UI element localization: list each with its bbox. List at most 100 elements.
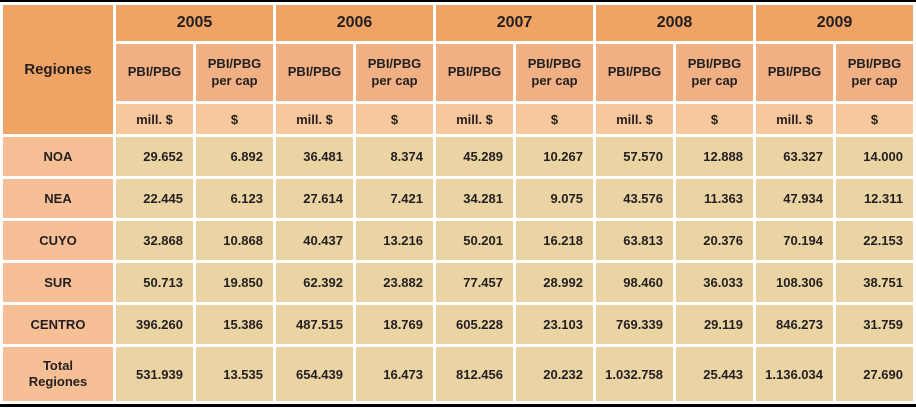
subheader-pbi: PBI/PBG: [756, 44, 833, 101]
unit-dollar: $: [356, 104, 433, 134]
value-cell: 27.614: [276, 179, 353, 218]
value-cell: 6.123: [196, 179, 273, 218]
value-cell: 16.473: [356, 347, 433, 401]
subheader-pbi: PBI/PBG: [276, 44, 353, 101]
year-header-2007: 2007: [436, 5, 593, 41]
subheader-pbi-per-cap: PBI/PBG per cap: [516, 44, 593, 101]
value-cell: 22.445: [116, 179, 193, 218]
value-cell: 13.535: [196, 347, 273, 401]
value-cell: 1.136.034: [756, 347, 833, 401]
subheader-pbi-per-cap: PBI/PBG per cap: [836, 44, 913, 101]
value-cell: 8.374: [356, 137, 433, 176]
region-label-total: Total Regiones: [3, 347, 113, 401]
value-cell: 6.892: [196, 137, 273, 176]
value-cell: 25.443: [676, 347, 753, 401]
value-cell: 7.421: [356, 179, 433, 218]
year-header-2009: 2009: [756, 5, 913, 41]
value-cell: 98.460: [596, 263, 673, 302]
value-cell: 57.570: [596, 137, 673, 176]
value-cell: 23.103: [516, 305, 593, 344]
value-cell: 28.992: [516, 263, 593, 302]
value-cell: 20.232: [516, 347, 593, 401]
region-label: NOA: [3, 137, 113, 176]
unit-mill: mill. $: [116, 104, 193, 134]
table-row-nea: NEA 22.445 6.123 27.614 7.421 34.281 9.0…: [3, 179, 913, 218]
value-cell: 50.201: [436, 221, 513, 260]
subheader-pbi: PBI/PBG: [436, 44, 513, 101]
table-row-total-regiones: Total Regiones 531.939 13.535 654.439 16…: [3, 347, 913, 401]
value-cell: 36.481: [276, 137, 353, 176]
unit-dollar: $: [196, 104, 273, 134]
subheader-pbi: PBI/PBG: [596, 44, 673, 101]
table-row-centro: CENTRO 396.260 15.386 487.515 18.769 605…: [3, 305, 913, 344]
value-cell: 9.075: [516, 179, 593, 218]
year-header-row: Regiones 2005 2006 2007 2008 2009: [3, 5, 913, 134]
value-cell: 654.439: [276, 347, 353, 401]
value-cell: 846.273: [756, 305, 833, 344]
value-cell: 22.153: [836, 221, 913, 260]
value-cell: 812.456: [436, 347, 513, 401]
value-cell: 23.882: [356, 263, 433, 302]
value-cell: 47.934: [756, 179, 833, 218]
value-cell: 18.769: [356, 305, 433, 344]
value-cell: 31.759: [836, 305, 913, 344]
value-cell: 40.437: [276, 221, 353, 260]
value-cell: 29.119: [676, 305, 753, 344]
value-cell: 531.939: [116, 347, 193, 401]
value-cell: 38.751: [836, 263, 913, 302]
value-cell: 12.888: [676, 137, 753, 176]
value-cell: 396.260: [116, 305, 193, 344]
value-cell: 605.228: [436, 305, 513, 344]
value-cell: 34.281: [436, 179, 513, 218]
subheader-pbi: PBI/PBG: [116, 44, 193, 101]
value-cell: 63.813: [596, 221, 673, 260]
measure-header-row: PBI/PBG PBI/PBG per cap PBI/PBG PBI/PBG …: [3, 44, 913, 101]
value-cell: 487.515: [276, 305, 353, 344]
value-cell: 16.218: [516, 221, 593, 260]
value-cell: 50.713: [116, 263, 193, 302]
value-cell: 77.457: [436, 263, 513, 302]
unit-mill: mill. $: [596, 104, 673, 134]
table-row-sur: SUR 50.713 19.850 62.392 23.882 77.457 2…: [3, 263, 913, 302]
region-label: CENTRO: [3, 305, 113, 344]
table-row-noa: NOA 29.652 6.892 36.481 8.374 45.289 10.…: [3, 137, 913, 176]
value-cell: 43.576: [596, 179, 673, 218]
subheader-pbi-per-cap: PBI/PBG per cap: [356, 44, 433, 101]
value-cell: 19.850: [196, 263, 273, 302]
value-cell: 769.339: [596, 305, 673, 344]
value-cell: 13.216: [356, 221, 433, 260]
value-cell: 14.000: [836, 137, 913, 176]
value-cell: 108.306: [756, 263, 833, 302]
subheader-pbi-per-cap: PBI/PBG per cap: [676, 44, 753, 101]
year-header-2006: 2006: [276, 5, 433, 41]
value-cell: 10.868: [196, 221, 273, 260]
value-cell: 63.327: [756, 137, 833, 176]
value-cell: 1.032.758: [596, 347, 673, 401]
region-label: CUYO: [3, 221, 113, 260]
unit-mill: mill. $: [276, 104, 353, 134]
unit-dollar: $: [836, 104, 913, 134]
subheader-pbi-per-cap: PBI/PBG per cap: [196, 44, 273, 101]
unit-dollar: $: [516, 104, 593, 134]
value-cell: 12.311: [836, 179, 913, 218]
value-cell: 36.033: [676, 263, 753, 302]
region-label: NEA: [3, 179, 113, 218]
unit-mill: mill. $: [756, 104, 833, 134]
value-cell: 20.376: [676, 221, 753, 260]
region-label: SUR: [3, 263, 113, 302]
value-cell: 11.363: [676, 179, 753, 218]
value-cell: 62.392: [276, 263, 353, 302]
value-cell: 10.267: [516, 137, 593, 176]
unit-mill: mill. $: [436, 104, 513, 134]
corner-header-regiones: Regiones: [3, 5, 113, 134]
year-header-2008: 2008: [596, 5, 753, 41]
value-cell: 32.868: [116, 221, 193, 260]
value-cell: 15.386: [196, 305, 273, 344]
unit-dollar: $: [676, 104, 753, 134]
value-cell: 29.652: [116, 137, 193, 176]
value-cell: 45.289: [436, 137, 513, 176]
year-header-2005: 2005: [116, 5, 273, 41]
value-cell: 70.194: [756, 221, 833, 260]
